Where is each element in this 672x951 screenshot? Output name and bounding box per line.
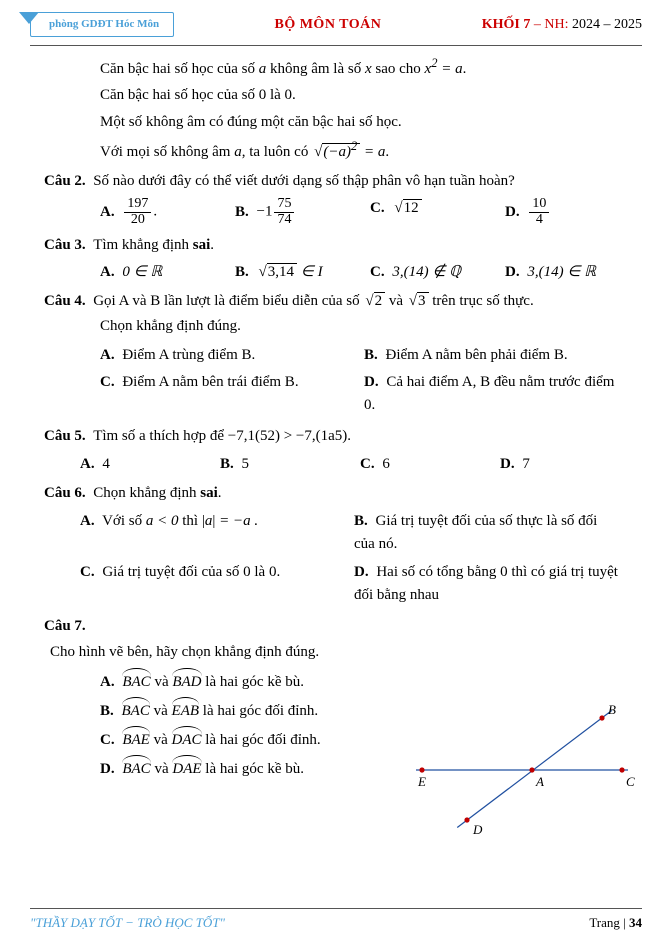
q7-C: C. BAE và DAC là hai góc đối đỉnh. xyxy=(100,729,410,752)
q7-figure: E A C B D xyxy=(412,700,632,840)
q7: Câu 7. xyxy=(44,615,628,638)
footer-motto: "THẦY DẠY TỐT − TRÒ HỌC TỐT" xyxy=(30,913,225,933)
q7-B: B. BAC và EAB là hai góc đối đỉnh. xyxy=(100,700,410,723)
q7-options: A. BAC và BAD là hai góc kề bù. B. BAC v… xyxy=(100,671,410,782)
content: Căn bậc hai số học của số a không âm là … xyxy=(0,54,672,782)
q6: Câu 6. Chọn khẳng định sai. xyxy=(44,482,628,505)
q3-options: A. 0 ∈ ℝ B. 3,14 ∈ I C. 3,(14) ∉ ℚ D. 3,… xyxy=(100,261,628,284)
svg-text:A: A xyxy=(535,774,544,789)
q3: Câu 3. Tìm khẳng định sai. xyxy=(44,234,628,257)
subject-title: BỘ MÔN TOÁN xyxy=(192,14,464,36)
q2: Câu 2. Số nào dưới đây có thể viết dưới … xyxy=(44,170,628,193)
q3-B: B. 3,14 ∈ I xyxy=(235,261,358,284)
q4-D: D. Cả hai điểm A, B đều nằm trước điểm 0… xyxy=(364,371,628,418)
q2-options: A. 19720. B. −17574 C. 12 D. 104 xyxy=(100,197,628,227)
q6-B: B. Giá trị tuyệt đối của số thực là số đ… xyxy=(354,510,628,557)
page-header: phòng GDĐT Hóc Môn BỘ MÔN TOÁN KHỐI 7 – … xyxy=(0,0,672,43)
q4-C: C. Điểm A nằm bên trái điểm B. xyxy=(100,371,364,418)
q6-D: D. Hai số có tổng bằng 0 thì có giá trị … xyxy=(354,561,628,608)
q4-options: A. Điểm A trùng điểm B. B. Điểm A nằm bê… xyxy=(100,342,628,420)
q7-prompt: Cho hình vẽ bên, hãy chọn khẳng định đún… xyxy=(50,641,628,664)
q6-C: C. Giá trị tuyệt đối của số 0 là 0. xyxy=(80,561,354,608)
intro-line-2: Căn bậc hai số học của số 0 là 0. xyxy=(100,84,628,107)
q5-C: C. 6 xyxy=(360,453,488,476)
q3-C: C. 3,(14) ∉ ℚ xyxy=(370,261,493,284)
district-tab: phòng GDĐT Hóc Môn xyxy=(30,12,174,37)
q4: Câu 4. Gọi A và B lần lượt là điểm biểu … xyxy=(44,290,628,313)
svg-text:D: D xyxy=(472,822,483,837)
svg-text:C: C xyxy=(626,774,635,789)
q2-B: B. −17574 xyxy=(235,197,358,227)
grade-label: KHỐI 7 xyxy=(482,17,531,32)
q7-A: A. BAC và BAD là hai góc kề bù. xyxy=(100,671,410,694)
q5-options: A. 4 B. 5 C. 6 D. 7 xyxy=(80,453,628,476)
q2-D: D. 104 xyxy=(505,197,628,227)
q7-D: D. BAC và DAE là hai góc kề bù. xyxy=(100,758,410,781)
q4-A: A. Điểm A trùng điểm B. xyxy=(100,344,364,367)
q4-sub: Chọn khẳng định đúng. xyxy=(100,315,628,338)
q3-D: D. 3,(14) ∈ ℝ xyxy=(505,261,628,284)
q5: Câu 5. Tìm số a thích hợp để −7,1(52) > … xyxy=(44,425,628,448)
year-label: 2024 – 2025 xyxy=(572,17,642,32)
intro-line-4: Với mọi số không âm a, ta luôn có (−a)2 … xyxy=(100,137,628,164)
q5-A: A. 4 xyxy=(80,453,208,476)
divider xyxy=(30,45,642,46)
svg-text:E: E xyxy=(417,774,426,789)
footer-page: Trang | 34 xyxy=(589,913,642,933)
svg-text:B: B xyxy=(608,702,616,717)
q5-D: D. 7 xyxy=(500,453,628,476)
q2-label: Câu 2. xyxy=(44,173,86,189)
intro-line-1: Căn bậc hai số học của số a không âm là … xyxy=(100,54,628,81)
page-footer: "THẦY DẠY TỐT − TRÒ HỌC TỐT" Trang | 34 xyxy=(30,908,642,933)
q6-A: A. Với số a < 0 thì |a| = −a . xyxy=(80,510,354,557)
q4-B: B. Điểm A nằm bên phải điểm B. xyxy=(364,344,628,367)
q2-A: A. 19720. xyxy=(100,197,223,227)
q2-C: C. 12 xyxy=(370,197,493,227)
header-meta: KHỐI 7 – NH: 2024 – 2025 xyxy=(482,14,642,36)
q6-options: A. Với số a < 0 thì |a| = −a . B. Giá tr… xyxy=(80,508,628,609)
q5-B: B. 5 xyxy=(220,453,348,476)
q3-A: A. 0 ∈ ℝ xyxy=(100,261,223,284)
nh-label: NH: xyxy=(544,17,568,32)
q2-text: Số nào dưới đây có thể viết dưới dạng số… xyxy=(93,173,515,189)
intro-line-3: Một số không âm có đúng một căn bậc hai … xyxy=(100,111,628,134)
